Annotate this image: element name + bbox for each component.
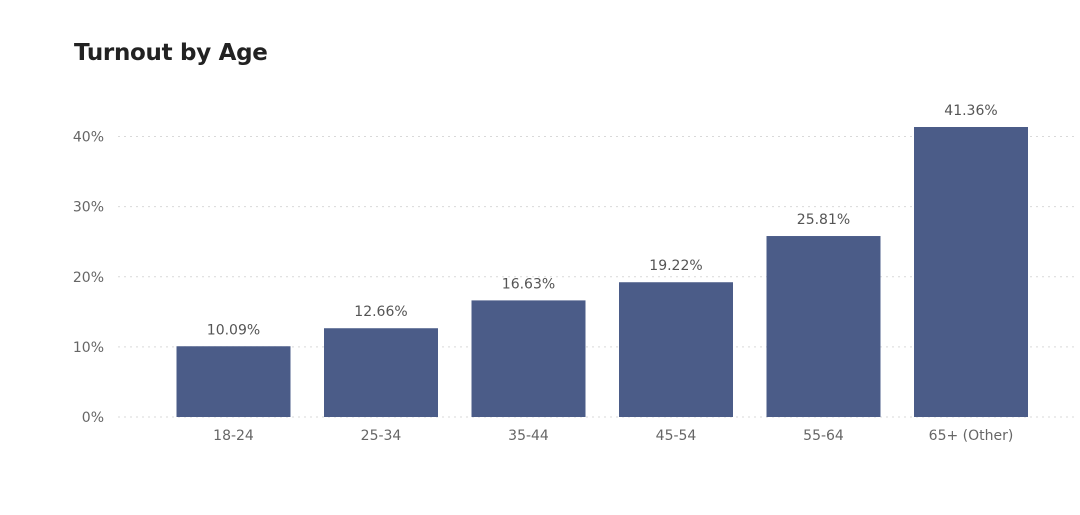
y-tick-label: 0%: [82, 410, 104, 426]
bar[interactable]: [619, 282, 733, 417]
bar[interactable]: [471, 300, 586, 417]
data-label: 16.63%: [502, 276, 555, 292]
x-tick-label: 55-64: [803, 428, 844, 444]
chart-title: Turnout by Age: [74, 40, 268, 66]
y-tick-label: 30%: [73, 200, 104, 216]
data-label: 12.66%: [354, 304, 407, 320]
x-tick-label: 65+ (Other): [929, 428, 1014, 444]
bar[interactable]: [324, 328, 438, 417]
x-axis: 18-24 25-34 35-44 45-54 55-64 65+ (Other): [213, 428, 1013, 444]
data-label: 25.81%: [797, 212, 850, 228]
data-labels: 10.09% 12.66% 16.63% 19.22% 25.81% 41.36%: [207, 103, 998, 338]
y-axis: 0% 10% 20% 30% 40%: [73, 130, 104, 426]
x-tick-label: 25-34: [361, 428, 402, 444]
bars: [176, 127, 1028, 417]
bar[interactable]: [176, 346, 291, 417]
y-tick-label: 40%: [73, 130, 104, 146]
bar[interactable]: [766, 236, 881, 417]
data-label: 19.22%: [649, 258, 702, 274]
x-tick-label: 18-24: [213, 428, 254, 444]
data-label: 10.09%: [207, 322, 260, 338]
data-label: 41.36%: [944, 103, 997, 119]
y-tick-label: 10%: [73, 340, 104, 356]
x-tick-label: 45-54: [656, 428, 697, 444]
x-tick-label: 35-44: [508, 428, 549, 444]
y-tick-label: 20%: [73, 270, 104, 286]
bar[interactable]: [914, 127, 1028, 417]
